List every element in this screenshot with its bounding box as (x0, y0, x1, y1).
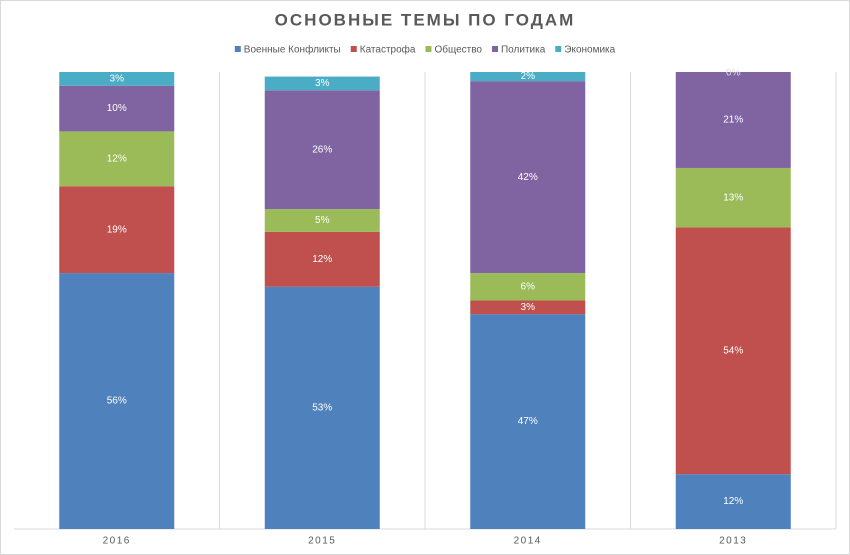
bar-segment (470, 273, 586, 301)
bar-segment (264, 90, 380, 210)
bar-segment (675, 167, 791, 228)
value-label: 6% (521, 281, 536, 292)
value-label: 13% (723, 192, 743, 203)
value-label: 56% (107, 396, 127, 407)
bar-segment (470, 81, 586, 274)
legend-label: Катастрофа (360, 44, 416, 56)
legend-label: Политика (501, 45, 546, 56)
bar-segment (264, 76, 380, 91)
value-label: 26% (312, 144, 332, 155)
legend: Военные Конфликты Катастрофа Общество Полит… (234, 44, 616, 56)
x-tick-label: 2015 (308, 536, 336, 547)
value-label: 0% (726, 68, 741, 79)
bar-segment (470, 72, 586, 82)
x-tick-label: 2014 (514, 536, 542, 547)
value-label: 21% (723, 115, 743, 126)
legend-swatch (555, 46, 562, 52)
value-label: 5% (315, 215, 330, 226)
value-label: 47% (518, 416, 538, 427)
bar-segment (264, 286, 380, 529)
legend-label: Экономика (564, 45, 615, 56)
value-label: 12% (107, 153, 127, 164)
value-label: 19% (107, 224, 127, 235)
value-label: 10% (107, 103, 127, 114)
value-label: 54% (723, 345, 743, 356)
legend-label: Общество (434, 44, 482, 56)
bar-segment (59, 131, 175, 187)
bar-segment (264, 231, 380, 287)
bar-segment (675, 474, 791, 529)
bar-segment (470, 314, 586, 529)
bar-segment (59, 85, 175, 132)
bar-segment (59, 273, 175, 529)
legend-swatch (350, 46, 357, 52)
value-label: 12% (312, 254, 332, 265)
bar-segment (675, 227, 791, 475)
chart-title: ОСНОВНЫЕ ТЕМЫ ПО ГОДАМ (275, 10, 576, 29)
x-tick-label: 2013 (719, 536, 747, 547)
legend-label: Военные Конфликты (244, 44, 341, 56)
x-tick-label: 2016 (103, 536, 131, 547)
value-label: 3% (110, 73, 125, 84)
value-label: 53% (312, 403, 332, 414)
value-label: 3% (521, 302, 536, 313)
bar-segment (264, 209, 380, 232)
value-label: 2% (521, 71, 536, 82)
value-label: 42% (518, 172, 538, 183)
value-label: 12% (723, 496, 743, 507)
value-label: 3% (315, 78, 330, 89)
legend-swatch (234, 46, 241, 52)
bar-segment (470, 300, 586, 315)
bar-segment (59, 72, 175, 86)
bar-segment (59, 186, 175, 274)
bar-segment (675, 72, 791, 168)
legend-swatch (491, 46, 498, 52)
legend-swatch (425, 46, 432, 52)
